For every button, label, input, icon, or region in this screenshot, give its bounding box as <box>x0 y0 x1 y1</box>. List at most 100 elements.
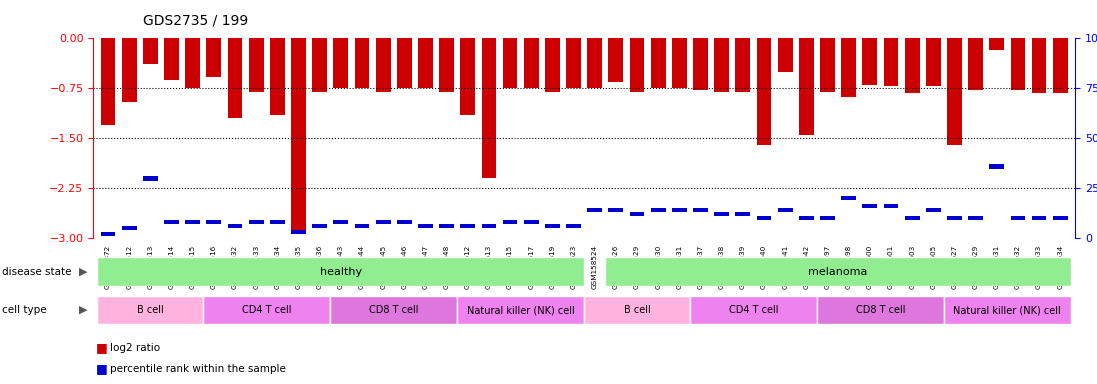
Bar <box>482 224 496 228</box>
Bar <box>862 38 878 85</box>
Bar <box>693 208 708 212</box>
Bar <box>461 224 475 228</box>
Bar <box>606 257 1071 286</box>
Text: B cell: B cell <box>137 305 163 315</box>
Bar <box>376 220 391 224</box>
Bar <box>524 38 539 88</box>
Bar <box>947 38 962 145</box>
Text: ▶: ▶ <box>79 266 88 277</box>
Bar <box>672 208 687 212</box>
Bar <box>587 38 602 88</box>
Text: ■: ■ <box>95 362 108 375</box>
Text: ■: ■ <box>95 341 108 354</box>
Bar <box>165 220 179 224</box>
Bar <box>270 220 285 224</box>
Bar <box>1031 38 1047 93</box>
Bar <box>757 216 771 220</box>
Bar <box>502 38 518 88</box>
Bar <box>206 38 222 77</box>
Text: Natural killer (NK) cell: Natural killer (NK) cell <box>467 305 575 315</box>
Bar <box>630 212 644 217</box>
Text: log2 ratio: log2 ratio <box>110 343 160 353</box>
Bar <box>545 224 559 228</box>
Bar <box>651 208 666 212</box>
Bar <box>165 38 179 79</box>
Text: melanoma: melanoma <box>808 266 868 277</box>
Bar <box>185 220 200 224</box>
Bar <box>821 216 835 220</box>
Text: CD4 T cell: CD4 T cell <box>242 305 292 315</box>
Bar <box>735 212 750 217</box>
Bar <box>376 38 391 92</box>
Bar <box>735 38 750 92</box>
Bar <box>397 220 411 224</box>
Bar <box>482 38 496 178</box>
Bar <box>672 38 687 88</box>
Bar <box>609 208 623 212</box>
Bar <box>969 216 983 220</box>
Bar <box>249 38 263 92</box>
Text: healthy: healthy <box>319 266 362 277</box>
Bar <box>418 224 433 228</box>
Bar <box>714 38 730 92</box>
Bar <box>439 224 454 228</box>
Bar <box>630 38 644 92</box>
Bar <box>609 38 623 82</box>
Bar <box>354 224 370 228</box>
Bar <box>989 38 1004 50</box>
Bar <box>841 196 856 200</box>
Bar <box>185 38 200 88</box>
Text: CD8 T cell: CD8 T cell <box>856 305 905 315</box>
Bar <box>354 38 370 88</box>
Text: Natural killer (NK) cell: Natural killer (NK) cell <box>953 305 1061 315</box>
Bar <box>566 224 581 228</box>
Bar <box>943 296 1071 324</box>
Bar <box>461 38 475 115</box>
Bar <box>98 296 203 324</box>
Bar <box>714 212 730 217</box>
Bar <box>1010 38 1026 90</box>
Bar <box>227 224 242 228</box>
Bar <box>457 296 584 324</box>
Bar <box>757 38 771 145</box>
Bar <box>143 176 158 180</box>
Bar <box>1053 216 1067 220</box>
Bar <box>862 204 878 209</box>
Bar <box>418 38 433 88</box>
Bar <box>291 38 306 230</box>
Bar <box>101 232 115 237</box>
Bar <box>693 38 708 90</box>
Bar <box>947 216 962 220</box>
Bar <box>313 224 327 228</box>
Text: cell type: cell type <box>2 305 47 315</box>
Bar <box>821 38 835 92</box>
Bar <box>143 38 158 64</box>
Bar <box>841 38 856 97</box>
Bar <box>291 230 306 234</box>
Bar <box>969 38 983 90</box>
Bar <box>270 38 285 115</box>
Bar <box>313 38 327 92</box>
Bar <box>690 296 817 324</box>
Text: disease state: disease state <box>2 266 71 277</box>
Bar <box>1031 216 1047 220</box>
Bar <box>333 38 348 88</box>
Bar <box>101 38 115 125</box>
Bar <box>584 296 690 324</box>
Bar <box>439 38 454 92</box>
Bar <box>206 220 222 224</box>
Bar <box>905 216 919 220</box>
Bar <box>926 38 941 86</box>
Bar <box>817 296 943 324</box>
Bar <box>651 38 666 88</box>
Bar <box>524 220 539 224</box>
Text: GDS2735 / 199: GDS2735 / 199 <box>143 13 248 27</box>
Text: CD4 T cell: CD4 T cell <box>728 305 778 315</box>
Text: CD8 T cell: CD8 T cell <box>369 305 418 315</box>
Bar <box>98 257 584 286</box>
Bar <box>249 220 263 224</box>
Bar <box>883 204 898 209</box>
Bar <box>545 38 559 92</box>
Bar <box>227 38 242 118</box>
Bar <box>203 296 330 324</box>
